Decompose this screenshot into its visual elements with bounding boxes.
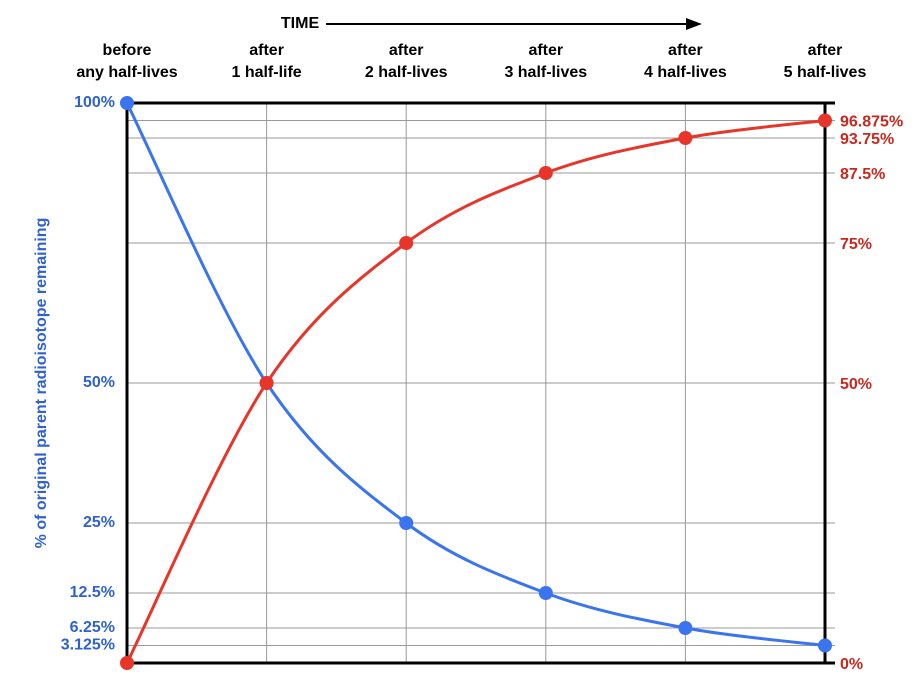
x-tick-label: after <box>528 42 563 59</box>
y2-tick-label: 93.75% <box>840 131 894 148</box>
y-tick-label: 3.125% <box>61 637 115 654</box>
y2-tick-label: 87.5% <box>840 166 885 183</box>
x-axis-label: TIME <box>281 15 320 32</box>
y-tick-label: 50% <box>83 374 115 391</box>
x-tick-label: after <box>808 42 843 59</box>
y2-tick-label: 75% <box>840 236 872 253</box>
data-point <box>678 621 693 635</box>
data-point <box>818 638 832 653</box>
y-axis-label: % of original parent radioisotope remain… <box>33 218 50 549</box>
y2-tick-label: 0% <box>840 656 863 673</box>
series-line <box>125 119 826 664</box>
x-tick-label: after <box>389 42 424 59</box>
y-tick-label: 25% <box>83 514 115 531</box>
y2-tick-label: 96.875% <box>840 114 903 131</box>
x-tick-label: any half-lives <box>76 64 177 81</box>
y-tick-label: 6.25% <box>70 619 115 636</box>
data-point <box>538 586 553 600</box>
time-arrow-head <box>686 18 702 30</box>
y2-tick-label: 50% <box>840 376 872 393</box>
data-point <box>399 236 414 250</box>
x-tick-label: after <box>668 42 703 59</box>
x-tick-label: 1 half-life <box>231 64 301 81</box>
x-tick-label: 4 half-lives <box>644 64 727 81</box>
data-point <box>259 376 274 390</box>
data-point <box>818 113 832 128</box>
x-tick-label: 2 half-lives <box>365 64 448 81</box>
x-tick-label: after <box>249 42 284 59</box>
data-point <box>120 96 134 110</box>
series-line <box>125 102 826 647</box>
y-tick-label: 100% <box>74 94 115 111</box>
data-point <box>120 656 134 670</box>
x-tick-label: 5 half-lives <box>784 64 867 81</box>
x-tick-label: before <box>103 42 152 59</box>
x-tick-label: 3 half-lives <box>504 64 587 81</box>
data-point <box>538 166 553 180</box>
y-tick-label: 12.5% <box>70 584 115 601</box>
data-point <box>678 131 693 145</box>
data-point <box>399 516 414 530</box>
